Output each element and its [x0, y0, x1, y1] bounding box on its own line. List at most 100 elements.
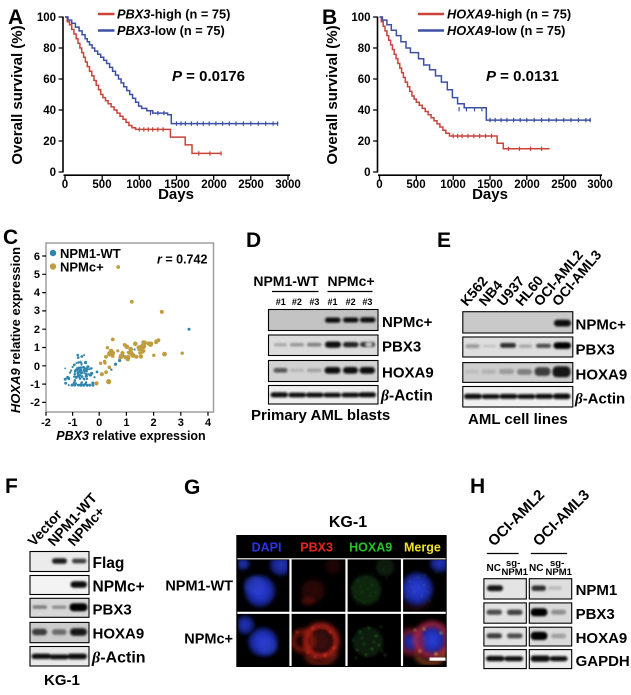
- svg-text:-1: -1: [68, 417, 78, 429]
- svg-text:NPM1-WT: NPM1-WT: [165, 579, 233, 595]
- svg-text:C: C: [3, 226, 18, 249]
- svg-text:Merge: Merge: [404, 541, 441, 555]
- svg-text:NPM1: NPM1: [546, 567, 573, 578]
- svg-text:HOXA9: HOXA9: [576, 367, 628, 384]
- svg-text:0: 0: [50, 167, 56, 179]
- svg-text:NPMc+: NPMc+: [184, 632, 233, 648]
- svg-text:2: 2: [151, 417, 157, 429]
- svg-text:HOXA9-low (n = 75): HOXA9-low (n = 75): [447, 23, 565, 38]
- svg-text:500: 500: [406, 179, 425, 191]
- svg-text:1500: 1500: [477, 179, 503, 191]
- svg-text:PBX3-high (n = 75): PBX3-high (n = 75): [117, 7, 230, 22]
- svg-text:Primary AML blasts: Primary AML blasts: [251, 407, 390, 424]
- svg-text:A: A: [8, 6, 23, 29]
- svg-text:HOXA9: HOXA9: [93, 626, 145, 643]
- svg-text:-2: -2: [30, 397, 40, 409]
- svg-text:β-Actin: β-Actin: [574, 391, 625, 408]
- svg-text:20: 20: [43, 136, 56, 148]
- svg-text:1000: 1000: [440, 179, 466, 191]
- svg-text:#3: #3: [362, 297, 372, 307]
- svg-text:B: B: [322, 6, 337, 29]
- svg-text:NPM1-WT: NPM1-WT: [60, 246, 121, 261]
- svg-text:PBX3: PBX3: [300, 541, 333, 555]
- svg-text:4: 4: [205, 417, 212, 429]
- svg-text:NPM1: NPM1: [576, 582, 618, 599]
- svg-text:PBX3: PBX3: [93, 602, 132, 619]
- svg-text:HOXA9: HOXA9: [382, 365, 434, 382]
- svg-text:1: 1: [123, 417, 129, 429]
- svg-text:KG-1: KG-1: [329, 514, 367, 531]
- svg-text:4: 4: [34, 287, 41, 299]
- svg-text:40: 40: [43, 105, 56, 117]
- svg-text:0: 0: [376, 179, 382, 191]
- svg-text:100: 100: [351, 12, 370, 24]
- svg-text:Overall survival (%): Overall survival (%): [324, 25, 341, 164]
- svg-text:PBX3: PBX3: [576, 606, 615, 623]
- svg-text:AML cell lines: AML cell lines: [468, 411, 568, 428]
- svg-text:sg-: sg-: [550, 558, 564, 569]
- svg-text:HOXA9-high (n = 75): HOXA9-high (n = 75): [447, 7, 571, 22]
- svg-text:NC: NC: [529, 563, 543, 574]
- svg-text:P = 0.0176: P = 0.0176: [172, 68, 245, 85]
- svg-text:r = 0.742: r = 0.742: [157, 253, 207, 267]
- svg-text:80: 80: [358, 43, 371, 55]
- svg-text:PBX3-low (n = 75): PBX3-low (n = 75): [117, 23, 225, 38]
- svg-text:#2: #2: [346, 297, 356, 307]
- svg-text:NPMc+: NPMc+: [93, 579, 145, 596]
- svg-text:2500: 2500: [551, 179, 577, 191]
- svg-text:PBX3: PBX3: [576, 342, 615, 359]
- svg-text:#1: #1: [327, 297, 337, 307]
- svg-text:0: 0: [364, 167, 370, 179]
- svg-text:3000: 3000: [587, 179, 613, 191]
- svg-text:0: 0: [34, 361, 40, 373]
- svg-text:sg-: sg-: [506, 558, 520, 569]
- svg-text:500: 500: [92, 179, 111, 191]
- svg-text:1500: 1500: [164, 179, 190, 191]
- svg-text:60: 60: [43, 74, 56, 86]
- svg-text:100: 100: [37, 12, 56, 24]
- svg-text:NPM1-WT: NPM1-WT: [253, 273, 319, 289]
- svg-text:β-Actin: β-Actin: [91, 650, 146, 667]
- svg-text:NPM1: NPM1: [502, 567, 529, 578]
- svg-text:2: 2: [34, 324, 40, 336]
- svg-text:Days: Days: [158, 186, 194, 203]
- svg-text:HOXA9: HOXA9: [349, 541, 392, 555]
- svg-text:1: 1: [34, 342, 40, 354]
- svg-text:3000: 3000: [275, 179, 301, 191]
- svg-text:#2: #2: [292, 297, 302, 307]
- svg-text:E: E: [437, 229, 451, 252]
- svg-text:KG-1: KG-1: [44, 672, 80, 689]
- svg-text:20: 20: [358, 136, 371, 148]
- svg-text:Overall survival (%): Overall survival (%): [9, 25, 26, 164]
- svg-text:0: 0: [96, 417, 102, 429]
- svg-text:3: 3: [178, 417, 184, 429]
- svg-text:#3: #3: [309, 297, 319, 307]
- svg-text:40: 40: [358, 105, 371, 117]
- svg-text:#1: #1: [276, 297, 286, 307]
- svg-text:1000: 1000: [126, 179, 152, 191]
- svg-text:NPMc+: NPMc+: [576, 317, 627, 334]
- svg-text:-2: -2: [41, 417, 51, 429]
- svg-text:F: F: [5, 475, 18, 498]
- svg-text:6: 6: [34, 251, 40, 263]
- svg-text:Days: Days: [472, 186, 508, 203]
- svg-text:PBX3: PBX3: [382, 339, 421, 356]
- svg-text:-1: -1: [30, 379, 40, 391]
- svg-text:HOXA9 relative expression: HOXA9 relative expression: [8, 247, 23, 413]
- svg-text:D: D: [246, 229, 261, 252]
- svg-text:NPMc+: NPMc+: [327, 273, 374, 289]
- svg-text:β-Actin: β-Actin: [380, 388, 433, 405]
- svg-text:DAPI: DAPI: [252, 541, 282, 555]
- svg-text:G: G: [184, 476, 200, 499]
- svg-text:5: 5: [34, 269, 40, 281]
- svg-text:GAPDH: GAPDH: [576, 653, 630, 670]
- svg-text:P = 0.0131: P = 0.0131: [486, 68, 559, 85]
- svg-text:Flag: Flag: [93, 555, 125, 572]
- svg-text:0: 0: [62, 179, 68, 191]
- svg-text:PBX3 relative expression: PBX3 relative expression: [56, 429, 205, 443]
- svg-text:2000: 2000: [514, 179, 540, 191]
- svg-text:2500: 2500: [238, 179, 264, 191]
- svg-text:NPMc+: NPMc+: [382, 314, 433, 331]
- svg-text:NC: NC: [487, 563, 501, 574]
- svg-text:NPMc+: NPMc+: [60, 260, 104, 275]
